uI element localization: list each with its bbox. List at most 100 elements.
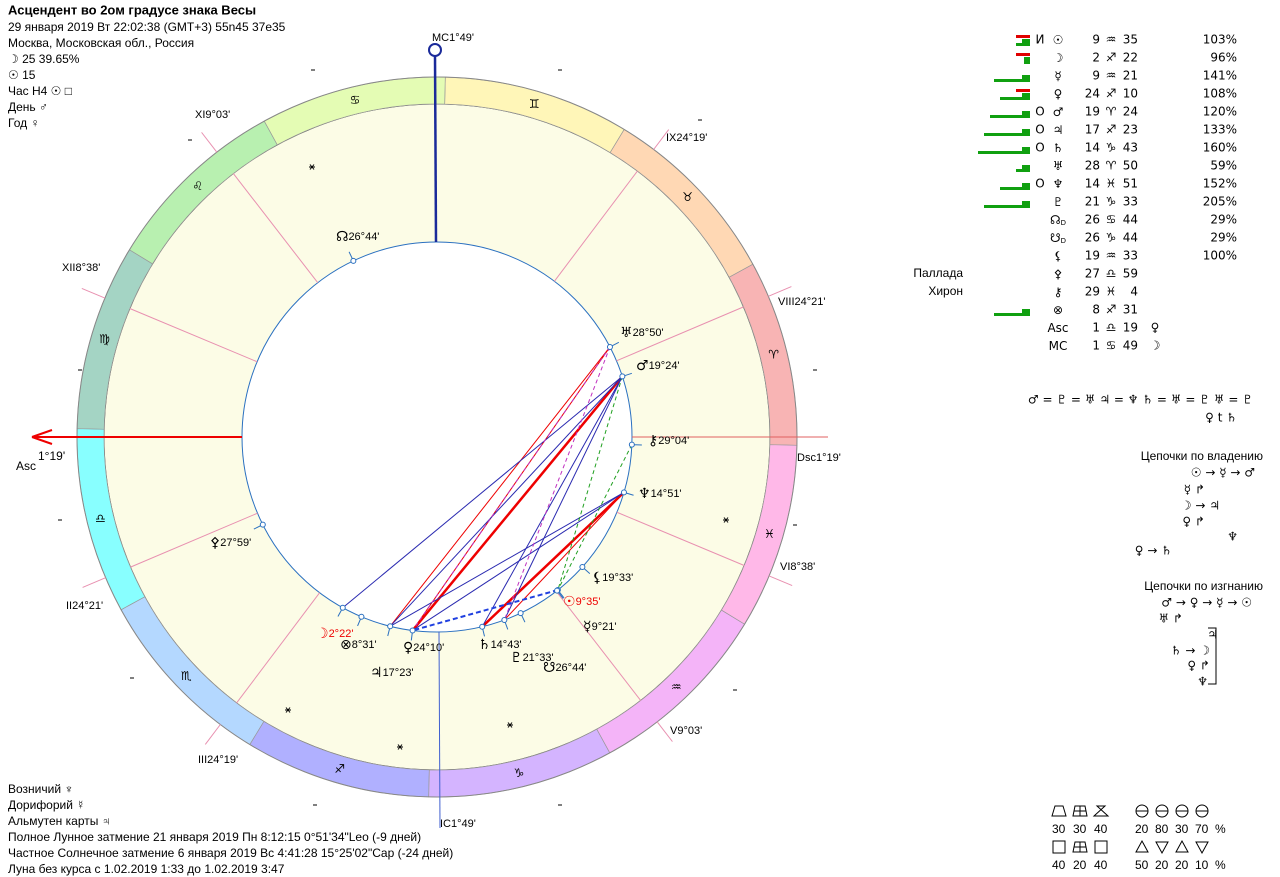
row-minute: 44 bbox=[1123, 213, 1138, 227]
row-glyph: ⚸ bbox=[1054, 249, 1063, 263]
cusp-name: III bbox=[198, 754, 207, 766]
cusp-label: XI9°03' bbox=[195, 109, 230, 121]
footer-line: Частное Солнечное затмение 6 января 2019… bbox=[8, 846, 453, 860]
cusp-name: V bbox=[670, 725, 678, 737]
point-degree: 9°21' bbox=[592, 621, 617, 633]
zodiac-glyph: ♊ bbox=[529, 97, 540, 111]
cusp-name: II bbox=[66, 600, 72, 612]
row-sign: ♓ bbox=[1106, 177, 1117, 191]
row-glyph: ☋D bbox=[1050, 231, 1066, 246]
cusp-value: 8°38' bbox=[75, 262, 100, 274]
balance-value: 40 bbox=[1094, 858, 1108, 872]
zodiac-glyph: ♒ bbox=[671, 680, 682, 694]
row-sign: ♈ bbox=[1106, 159, 1117, 173]
row-glyph: ⊗ bbox=[1053, 303, 1063, 317]
row-sign: ♎ bbox=[1106, 321, 1117, 335]
house-cusp bbox=[616, 511, 745, 566]
cusp-label: IC1°49' bbox=[440, 818, 476, 830]
point-glyph: ☊ bbox=[336, 229, 348, 245]
quality-icon bbox=[1175, 839, 1189, 853]
point-glyph: ⊗ bbox=[340, 637, 352, 653]
balance-value: 10 bbox=[1195, 858, 1209, 872]
row-degree: 27 bbox=[1085, 267, 1100, 281]
row-sign: ♓ bbox=[1106, 285, 1117, 299]
row-degree: 8 bbox=[1092, 303, 1100, 317]
aspect-line bbox=[412, 346, 611, 631]
strength-bar-green bbox=[1024, 61, 1030, 64]
cusp-label: II24°21' bbox=[66, 600, 103, 612]
zodiac-glyph: ♎ bbox=[95, 511, 106, 525]
row-minute: 43 bbox=[1123, 141, 1138, 155]
point-label: ☉9°35' bbox=[563, 594, 600, 610]
row-percent: 120% bbox=[1203, 105, 1237, 119]
element-icon bbox=[1094, 840, 1108, 854]
row-minute: 31 bbox=[1123, 303, 1138, 317]
point-degree: 26°44' bbox=[348, 231, 379, 243]
row-glyph: ♀ bbox=[1054, 87, 1063, 101]
cusp-value: 8°38' bbox=[790, 561, 815, 573]
row-mark: O bbox=[1035, 141, 1044, 155]
footer-line: Полное Лунное затмение 21 января 2019 Пн… bbox=[8, 830, 421, 844]
point-glyph: ☉ bbox=[563, 594, 576, 610]
balance-value: 40 bbox=[1052, 858, 1066, 872]
strength-bar-green bbox=[1000, 97, 1030, 100]
strength-bar-green bbox=[1022, 75, 1030, 79]
chain-title: Цепочки по владению bbox=[1141, 449, 1263, 463]
chain-line: ♆ bbox=[1197, 675, 1208, 689]
glyph: ♃ bbox=[1053, 123, 1064, 137]
aspect-line bbox=[503, 376, 623, 621]
quality-icon bbox=[1155, 841, 1169, 855]
row-mark: O bbox=[1035, 177, 1044, 191]
row-glyph: Asc bbox=[1047, 321, 1068, 335]
house-cusp-outer bbox=[768, 575, 793, 587]
row-minute: 4 bbox=[1130, 285, 1138, 299]
point-label: ☊26°44' bbox=[336, 229, 379, 245]
footer-line: Альмутен карты ♃ bbox=[8, 814, 111, 828]
row-minute: 49 bbox=[1123, 339, 1138, 353]
row-percent: 29% bbox=[1210, 213, 1237, 227]
star-marker bbox=[723, 517, 729, 523]
aspect-line bbox=[557, 444, 633, 591]
quality-icon bbox=[1195, 841, 1209, 855]
point-glyph: ♀ bbox=[403, 640, 413, 656]
cusp-label: VIII24°21' bbox=[778, 296, 826, 308]
row-percent: 133% bbox=[1203, 123, 1237, 137]
point-label: ⚸19°33' bbox=[592, 570, 633, 586]
row-glyph: ♅ bbox=[1053, 159, 1064, 173]
balance-value: 70 bbox=[1195, 822, 1209, 836]
strength-bar-green bbox=[1022, 183, 1030, 187]
zodiac-glyph: ♌ bbox=[192, 179, 203, 193]
point-label: ⚷29°04' bbox=[648, 433, 689, 449]
point-degree: 17°23' bbox=[383, 667, 414, 679]
row-degree: 2 bbox=[1092, 51, 1100, 65]
cusp-name: Dsc bbox=[797, 452, 816, 464]
aspect-line bbox=[342, 376, 623, 609]
row-glyph: ⚷ bbox=[1054, 285, 1063, 299]
header-line: Час H4 ☉ □ bbox=[8, 84, 72, 98]
row-sign: ♐ bbox=[1106, 51, 1117, 65]
strength-bar-green bbox=[1022, 309, 1030, 313]
point-glyph: ☿ bbox=[583, 619, 592, 635]
header-line: День ♂ bbox=[8, 100, 48, 114]
row-name: Хирон bbox=[928, 284, 963, 298]
row-percent: 103% bbox=[1203, 33, 1237, 47]
strength-bar-green bbox=[994, 79, 1030, 82]
row-minute: 23 bbox=[1123, 123, 1138, 137]
chain-title: Цепочки по изгнанию bbox=[1144, 579, 1263, 593]
point-marker bbox=[350, 257, 357, 264]
footer-line: Возничий ♆ bbox=[8, 782, 73, 796]
row-sign: ♈ bbox=[1106, 105, 1117, 119]
point-degree: 28°50' bbox=[633, 327, 664, 339]
cusp-label: VI8°38' bbox=[780, 561, 815, 573]
balance-value: 40 bbox=[1094, 822, 1108, 836]
row-sign: ♒ bbox=[1106, 249, 1117, 263]
row-degree: 21 bbox=[1085, 195, 1100, 209]
balance-value: 20 bbox=[1135, 822, 1149, 836]
balance-value: 20 bbox=[1073, 858, 1087, 872]
zodiac-glyph: ♉ bbox=[682, 190, 693, 204]
point-glyph: ⚴ bbox=[210, 535, 220, 551]
row-degree: 19 bbox=[1085, 105, 1100, 119]
row-sign: ♐ bbox=[1106, 123, 1117, 137]
house-cusp bbox=[555, 590, 642, 701]
row-glyph: MC bbox=[1049, 339, 1068, 353]
